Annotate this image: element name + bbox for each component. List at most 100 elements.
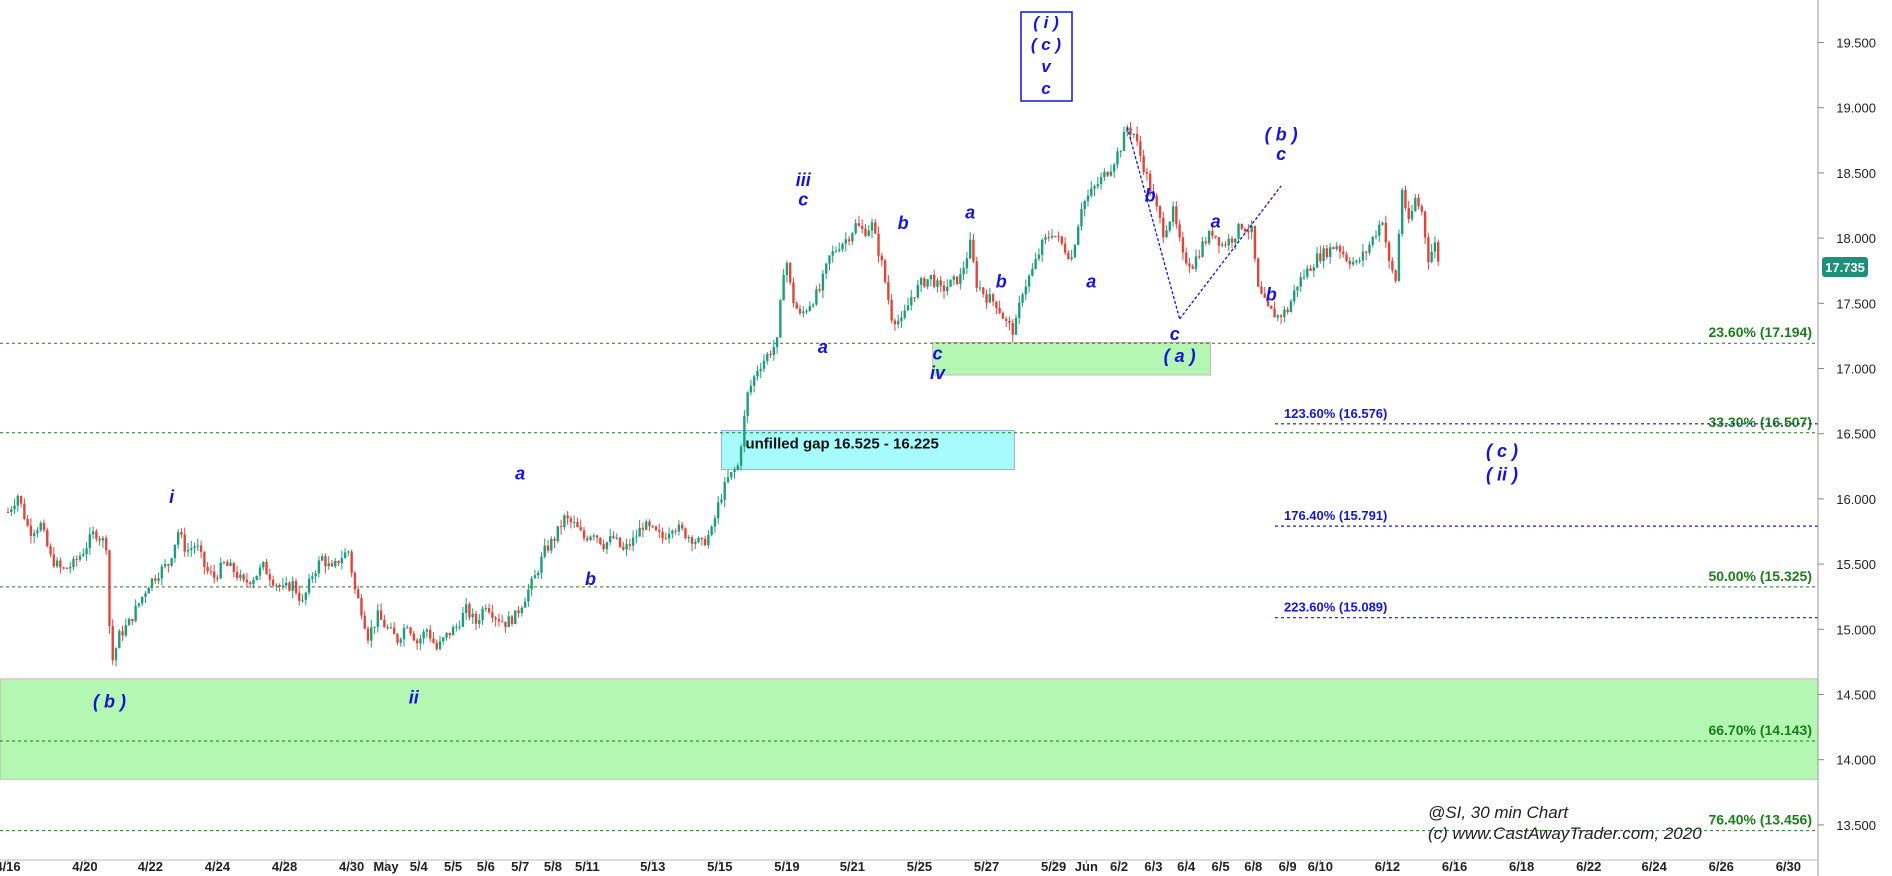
candle-up: [834, 250, 838, 252]
candle-up: [978, 287, 982, 289]
candle-down: [1247, 231, 1250, 233]
candle-down: [1162, 217, 1165, 238]
candle-up: [1103, 171, 1106, 178]
candle-down: [392, 627, 396, 635]
candle-up: [752, 376, 756, 386]
candle-down: [569, 518, 573, 523]
candle-up: [962, 268, 965, 275]
y-tick-label: 15.500: [1836, 557, 1876, 572]
wave-label: c: [1276, 144, 1286, 164]
candle-down: [1191, 266, 1194, 269]
candle-up: [451, 627, 455, 636]
candle-down: [1148, 173, 1152, 192]
candle-up: [563, 515, 566, 528]
candle-down: [795, 303, 798, 309]
candle-up: [775, 337, 779, 348]
candle-down: [517, 610, 520, 613]
candle-down: [209, 571, 213, 573]
candle-up: [399, 639, 402, 643]
candle-down: [864, 228, 867, 236]
x-tick-label: 5/4: [410, 859, 429, 874]
candle-down: [1417, 197, 1420, 207]
candle-up: [1250, 225, 1253, 233]
candle-up: [1018, 302, 1021, 318]
candle-down: [1256, 258, 1260, 287]
candle-down: [75, 558, 78, 560]
candle-down: [65, 567, 69, 569]
candle-up: [320, 556, 324, 561]
candle-down: [180, 532, 183, 535]
candle-down: [1273, 308, 1276, 318]
candle-down: [559, 526, 563, 528]
candle-down: [1394, 270, 1397, 281]
fib-label-66.70%: 66.70% (14.143): [1708, 722, 1812, 738]
candle-up: [608, 536, 612, 543]
candle-down: [955, 276, 959, 285]
candle-up: [16, 496, 20, 506]
candle-up: [1112, 164, 1116, 172]
candle-down: [121, 631, 124, 636]
candle-down: [500, 621, 504, 623]
candle-up: [186, 549, 190, 552]
candle-down: [131, 618, 134, 622]
candle-up: [550, 538, 553, 551]
candle-up: [530, 578, 533, 590]
x-tick-label: 5/13: [640, 859, 665, 874]
y-tick-label: 16.000: [1836, 492, 1876, 507]
candle-down: [337, 560, 340, 564]
candle-up: [1227, 238, 1230, 246]
candle-down: [654, 526, 658, 531]
x-tick-label: 5/21: [840, 859, 865, 874]
wave-label: a: [965, 203, 975, 223]
candle-up: [782, 275, 785, 301]
candle-up: [481, 608, 484, 621]
candle-up: [68, 566, 72, 569]
candle-down: [618, 537, 622, 547]
candle-up: [1397, 233, 1401, 281]
candle-up: [160, 566, 164, 579]
candle-down: [877, 233, 880, 256]
wave-label-box: ( i ) ( c ) vc: [1020, 11, 1073, 102]
candle-up: [1237, 223, 1240, 239]
candle-up: [327, 563, 330, 567]
candle-down: [932, 274, 936, 287]
candle-down: [1178, 224, 1181, 238]
candle-up: [55, 560, 59, 567]
candle-up: [638, 527, 641, 537]
y-tick-label: 18.000: [1836, 231, 1876, 246]
candle-up: [1433, 242, 1437, 252]
candle-down: [330, 563, 334, 567]
candle-down: [494, 617, 497, 620]
candle-down: [700, 537, 704, 539]
candle-down: [379, 610, 383, 620]
x-tick-label: 6/16: [1442, 859, 1467, 874]
candle-down: [474, 613, 478, 624]
candle-down: [995, 301, 998, 308]
candle-up: [1037, 254, 1041, 259]
candle-down: [874, 222, 877, 234]
wave-label: a: [1086, 272, 1096, 292]
candle-down: [1243, 228, 1247, 232]
candle-down: [49, 546, 52, 555]
candle-up: [438, 641, 442, 649]
candle-up: [1400, 190, 1404, 234]
candle-down: [167, 564, 170, 566]
candle-up: [926, 279, 929, 287]
candle-down: [1342, 251, 1345, 255]
candle-up: [831, 251, 834, 256]
candle-up: [1414, 197, 1417, 211]
candle-down: [674, 530, 677, 532]
wave-label: ( ii ): [1486, 465, 1518, 485]
candle-up: [1292, 290, 1296, 302]
candle-up: [373, 626, 376, 628]
candle-up: [900, 317, 903, 321]
candle-down: [579, 527, 582, 531]
candle-down: [628, 544, 632, 546]
x-tick-label: 6/8: [1244, 859, 1262, 874]
candle-up: [284, 582, 288, 586]
candle-up: [1168, 221, 1172, 231]
candle-up: [1116, 151, 1119, 165]
candle-up: [157, 578, 160, 581]
candle-down: [245, 579, 249, 583]
